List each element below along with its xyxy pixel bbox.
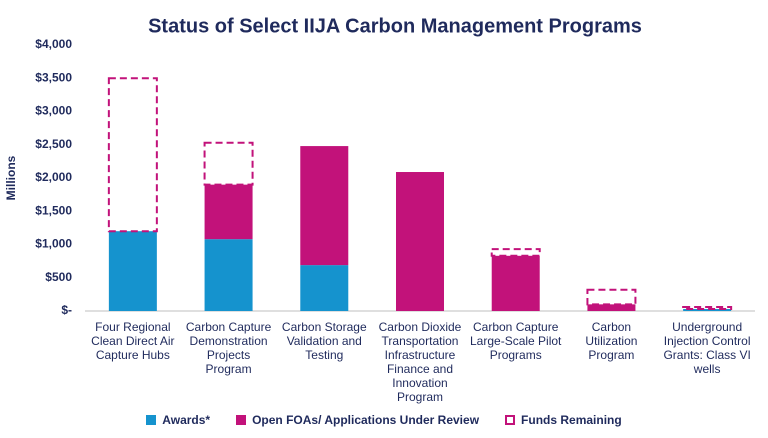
bar-segment [204, 239, 253, 311]
x-tick-label: Carbon Storage Validation and Testing [281, 320, 367, 362]
legend: Awards* Open FOAs/ Applications Under Rev… [0, 413, 768, 427]
y-tick-label: $2,000 [35, 170, 72, 184]
y-tick-label: $- [61, 303, 72, 317]
bar-segment [108, 231, 157, 311]
y-tick-label: $500 [45, 270, 72, 284]
bar-segment [586, 288, 637, 306]
y-tick-label: $3,000 [35, 104, 72, 118]
legend-swatch [505, 415, 516, 425]
bar-segment [396, 172, 444, 311]
bar-segment [107, 77, 158, 233]
y-tick-label: $4,000 [35, 37, 72, 51]
legend-label: Awards* [162, 413, 211, 427]
legend-label: Open FOAs/ Applications Under Review [252, 413, 480, 427]
x-tick-label: Four Regional Clean Direct Air Capture H… [91, 320, 175, 362]
bar-segment [300, 146, 349, 266]
x-tick-label: Underground Injection Control Grants: Cl… [663, 320, 751, 376]
y-tick-label: $3,500 [35, 70, 72, 84]
bar-segment [683, 309, 732, 311]
x-tick-label: Carbon Utilization Program [585, 320, 638, 362]
y-axis-title: Millions [4, 155, 18, 200]
chart-title: Status of Select IIJA Carbon Management … [148, 15, 642, 37]
y-tick-label: $2,500 [35, 137, 72, 151]
x-tick-label: Carbon Dioxide Transportation Infrastruc… [378, 320, 462, 404]
bar-segment [491, 255, 540, 311]
bar-segment [587, 304, 636, 311]
legend-item: Funds Remaining [505, 413, 622, 427]
bar-segment [203, 141, 254, 186]
legend-label: Funds Remaining [521, 413, 622, 427]
bar-segment [490, 248, 541, 257]
x-tick-label: Carbon Capture Demonstration Projects Pr… [185, 320, 272, 376]
y-tick-label: $1,500 [35, 203, 72, 217]
legend-item: Open FOAs/ Applications Under Review [236, 413, 479, 427]
y-tick-label: $1,000 [35, 237, 72, 251]
legend-swatch [236, 415, 247, 425]
bar-segment [682, 306, 733, 311]
legend-swatch [146, 415, 157, 425]
bar-segment [300, 265, 349, 311]
x-tick-label: Carbon Capture Large-Scale Pilot Program… [470, 320, 562, 362]
legend-item: Awards* [146, 413, 210, 427]
bar-segment [204, 184, 253, 240]
